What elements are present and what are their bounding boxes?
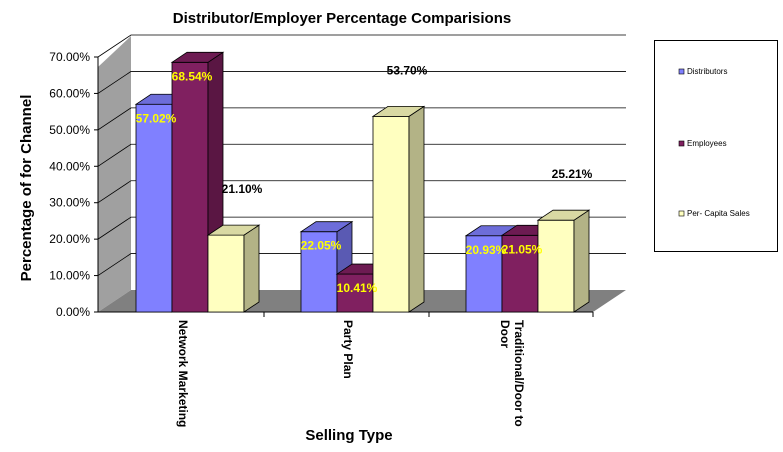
x-axis-categories: Network Marketing Party Plan Traditional/D… <box>176 320 526 427</box>
bar-top <box>371 105 426 117</box>
category-label-line: Door <box>498 320 512 348</box>
y-tick-label: 40.00% <box>49 159 90 173</box>
x-axis-title: Selling Type <box>305 427 392 444</box>
gridlines <box>97 34 626 276</box>
gridline <box>97 107 626 131</box>
data-label: 25.21% <box>552 167 593 181</box>
legend-item: Per- Capita Sales <box>678 209 750 218</box>
y-tick-label: 30.00% <box>49 196 90 210</box>
y-tick-label: 60.00% <box>49 86 90 100</box>
legend-swatch <box>678 68 685 75</box>
bar-front <box>372 115 410 313</box>
legend-label: Per- Capita Sales <box>687 209 750 218</box>
bar-top <box>536 209 591 221</box>
legend-label: Employees <box>687 139 727 148</box>
y-tick-label: 10.00% <box>49 269 90 283</box>
gridline <box>97 180 626 204</box>
data-label: 57.02% <box>136 111 177 125</box>
bar-front <box>171 61 209 313</box>
data-label: 21.05% <box>502 242 543 256</box>
y-tick-label: 20.00% <box>49 232 90 246</box>
bar-side <box>408 105 425 313</box>
y-tick-label: 0.00% <box>56 305 90 319</box>
data-label: 68.54% <box>172 69 213 83</box>
category-label-line: Party Plan <box>341 320 355 379</box>
data-label: 22.05% <box>301 239 342 253</box>
bar <box>536 209 591 313</box>
data-label: 21.10% <box>222 182 263 196</box>
category-label-line: Traditional/Door to <box>512 320 526 427</box>
data-label: 10.41% <box>337 281 378 295</box>
data-label: 53.70% <box>387 63 428 77</box>
bar-front <box>207 234 245 313</box>
gridline <box>97 34 626 58</box>
legend-swatch <box>678 210 685 217</box>
legend-swatch <box>678 140 685 147</box>
legend-item: Distributors <box>678 67 727 76</box>
bar-side <box>243 224 260 313</box>
gridline <box>97 216 626 240</box>
category-label: Network Marketing <box>176 320 190 427</box>
bar <box>371 105 426 313</box>
gridline <box>97 253 626 276</box>
bar <box>206 224 261 313</box>
legend-label: Distributors <box>687 67 727 76</box>
bar-front <box>537 219 575 313</box>
gridline <box>97 143 626 167</box>
category-label-line: Network Marketing <box>176 320 190 427</box>
data-labels: 57.02% 68.54% 21.10% 22.05% 10.41% 53.70% 20.9… <box>136 63 593 295</box>
y-tick-label: 50.00% <box>49 123 90 137</box>
side-wall <box>98 36 131 312</box>
legend-item: Employees <box>678 139 727 148</box>
gridline <box>97 71 626 94</box>
bar-top <box>206 224 261 236</box>
chart-title: Distributor/Employer Percentage Comparis… <box>173 10 511 27</box>
legend: Distributors Employees Per- Capita Sales <box>678 67 750 218</box>
legend-box <box>654 40 778 252</box>
bar-top <box>170 51 225 63</box>
y-tick-label: 70.00% <box>49 50 90 64</box>
bar-front <box>135 103 173 313</box>
category-label: Party Plan <box>341 320 355 379</box>
bar-side <box>573 209 590 313</box>
bar-top <box>299 221 354 233</box>
data-label: 20.93% <box>466 243 507 257</box>
y-axis-title: Percentage of for Channel <box>18 95 35 282</box>
bars <box>134 51 591 313</box>
